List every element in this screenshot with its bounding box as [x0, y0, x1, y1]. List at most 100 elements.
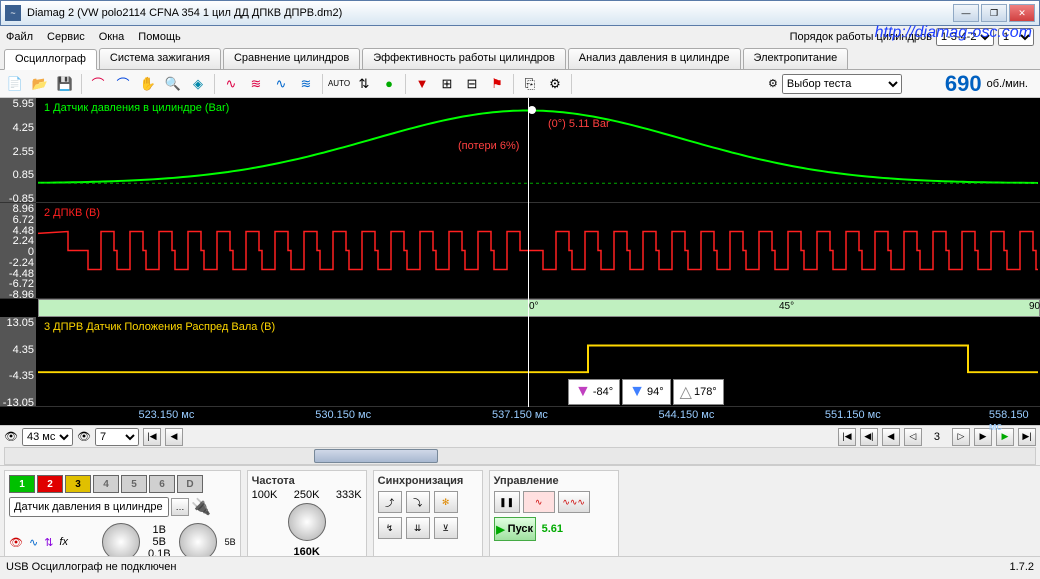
- wave-icon[interactable]: ∿: [220, 73, 242, 95]
- sync-btn[interactable]: ⤵: [406, 491, 430, 513]
- wave-icon[interactable]: ∿: [29, 536, 38, 549]
- menu-windows[interactable]: Окна: [99, 31, 125, 43]
- tool-icon[interactable]: ⌒: [87, 73, 109, 95]
- sync-btn[interactable]: ✻: [434, 491, 458, 513]
- probe-icon[interactable]: 🔌: [191, 497, 211, 517]
- page-current: 3: [926, 431, 948, 443]
- wave-icon[interactable]: ≋: [245, 73, 267, 95]
- nav-first2[interactable]: |◀: [838, 428, 856, 446]
- time-scrollbar[interactable]: [4, 447, 1036, 465]
- watermark-link[interactable]: http://diamag-osc.com: [875, 24, 1032, 42]
- rpm-value: 690: [945, 71, 982, 97]
- copy-icon[interactable]: ⎘: [519, 73, 541, 95]
- eye-icon[interactable]: 👁: [77, 430, 91, 443]
- window-title: Diamag 2 (VW polo2114 CFNA 354 1 цил ДД …: [27, 7, 953, 19]
- annot-loss: (потери 6%): [458, 140, 519, 152]
- freq-knob[interactable]: [288, 503, 326, 541]
- nav-back2[interactable]: ◁: [904, 428, 922, 446]
- channel-button[interactable]: 1: [9, 475, 35, 493]
- scroll-thumb[interactable]: [314, 449, 438, 463]
- channel-button[interactable]: D: [177, 475, 203, 493]
- sync-btn[interactable]: ⤴: [378, 491, 402, 513]
- status-left: USB Осциллограф не подключен: [6, 561, 176, 573]
- tabbar: ОсциллографСистема зажиганияСравнение ци…: [0, 48, 1040, 70]
- eye-icon[interactable]: 👁: [4, 430, 18, 443]
- wave1-button[interactable]: ∿: [523, 491, 555, 513]
- play-value: 5.61: [542, 523, 563, 535]
- angle-badge: △178°: [673, 379, 724, 405]
- save-icon[interactable]: 💾: [54, 73, 76, 95]
- play-button[interactable]: ▶Пуск: [494, 517, 536, 541]
- wave2-button[interactable]: ∿∿∿: [558, 491, 590, 513]
- tab[interactable]: Осциллограф: [4, 49, 97, 70]
- tool-icon[interactable]: ●: [378, 73, 400, 95]
- yaxis-3: 13.054.35-4.35-13.05: [0, 317, 36, 406]
- yaxis-2: 8.966.724.482.240-2.24-4.48-6.72-8.96: [0, 203, 36, 298]
- channel-button[interactable]: 4: [93, 475, 119, 493]
- angle-badges: ▼-84°▼94°△178°: [568, 379, 724, 405]
- eye-icon[interactable]: 👁: [9, 536, 23, 549]
- nav-prev[interactable]: ◀: [165, 428, 183, 446]
- peak-marker[interactable]: [528, 106, 536, 114]
- freq-title: Частота: [252, 475, 362, 487]
- timebase-select[interactable]: 43 мс: [22, 428, 73, 446]
- maximize-button[interactable]: ❐: [981, 4, 1007, 22]
- tab[interactable]: Сравнение цилиндров: [223, 48, 360, 69]
- tab[interactable]: Система зажигания: [99, 48, 221, 69]
- degree-ruler[interactable]: 0°45°90°: [38, 299, 1040, 317]
- annot-peak: (0°) 5.11 Bar: [548, 118, 610, 130]
- minimize-button[interactable]: —: [953, 4, 979, 22]
- channel-button[interactable]: 6: [149, 475, 175, 493]
- zoom-icon[interactable]: 🔍: [162, 73, 184, 95]
- gear-icon: ⚙: [768, 77, 778, 90]
- menu-help[interactable]: Помощь: [138, 31, 181, 43]
- chart-pressure[interactable]: 5.954.252.550.85-0.85 1 Датчик давления …: [0, 98, 1040, 203]
- sync-btn[interactable]: ⊻: [434, 517, 458, 539]
- nav-step-back[interactable]: ◀|: [860, 428, 878, 446]
- new-icon[interactable]: 📄: [4, 73, 26, 95]
- wave-icon[interactable]: ∿: [270, 73, 292, 95]
- channel-name-input[interactable]: [9, 497, 169, 517]
- pause-button[interactable]: ❚❚: [494, 491, 520, 513]
- sync-btn[interactable]: ⇊: [406, 517, 430, 539]
- cursor-line[interactable]: [528, 98, 529, 407]
- chname-more[interactable]: …: [171, 498, 189, 516]
- menu-service[interactable]: Сервис: [47, 31, 85, 43]
- filter-icon[interactable]: ▼: [411, 73, 433, 95]
- pages-select[interactable]: 7: [95, 428, 139, 446]
- sync-btn[interactable]: ↯: [378, 517, 402, 539]
- chart-dpkv[interactable]: 8.966.724.482.240-2.24-4.48-6.72-8.96 2 …: [0, 203, 1040, 299]
- channel-button[interactable]: 2: [37, 475, 63, 493]
- nav-fwd[interactable]: ▷: [952, 428, 970, 446]
- tab[interactable]: Эффективность работы цилиндров: [362, 48, 566, 69]
- flag-icon[interactable]: ⚑: [486, 73, 508, 95]
- rpm-unit: об./мин.: [987, 78, 1028, 90]
- yaxis-1: 5.954.252.550.85-0.85: [0, 98, 36, 202]
- sync-title: Синхронизация: [378, 475, 478, 487]
- toolbar: 📄 📂 💾 ⌒ ⌒ ✋ 🔍 ◈ ∿ ≋ ∿ ≋ AUTO ⇅ ● ▼ ⊞ ⊟ ⚑…: [0, 70, 1040, 98]
- nav-back[interactable]: ◀: [882, 428, 900, 446]
- navbar: 👁 43 мс 👁 7 |◀ ◀ |◀ ◀| ◀ ◁ 3 ▷ ▶ ▶ ▶|: [0, 425, 1040, 447]
- tool-icon[interactable]: ⊟: [461, 73, 483, 95]
- wave-icon[interactable]: ≋: [295, 73, 317, 95]
- grid-icon[interactable]: ⊞: [436, 73, 458, 95]
- close-button[interactable]: ✕: [1009, 4, 1035, 22]
- channel-button[interactable]: 5: [121, 475, 147, 493]
- hand-icon[interactable]: ✋: [137, 73, 159, 95]
- tab[interactable]: Электропитание: [743, 48, 849, 69]
- nav-first[interactable]: |◀: [143, 428, 161, 446]
- chart-dprv[interactable]: 13.054.35-4.35-13.05 3 ДПРВ Датчик Полож…: [0, 317, 1040, 407]
- tool-icon[interactable]: ⚙: [544, 73, 566, 95]
- tab[interactable]: Анализ давления в цилиндре: [568, 48, 741, 69]
- auto-icon[interactable]: AUTO: [328, 73, 350, 95]
- channel-button[interactable]: 3: [65, 475, 91, 493]
- angle-badge: ▼94°: [622, 379, 670, 405]
- tool-icon[interactable]: ⇅: [353, 73, 375, 95]
- tool-icon[interactable]: ⌒: [112, 73, 134, 95]
- open-icon[interactable]: 📂: [29, 73, 51, 95]
- fx-icon[interactable]: fx: [59, 536, 68, 548]
- menu-file[interactable]: Файл: [6, 31, 33, 43]
- test-select[interactable]: Выбор теста: [782, 74, 902, 94]
- tool-icon[interactable]: ◈: [187, 73, 209, 95]
- updown-icon[interactable]: ⇅: [44, 536, 53, 549]
